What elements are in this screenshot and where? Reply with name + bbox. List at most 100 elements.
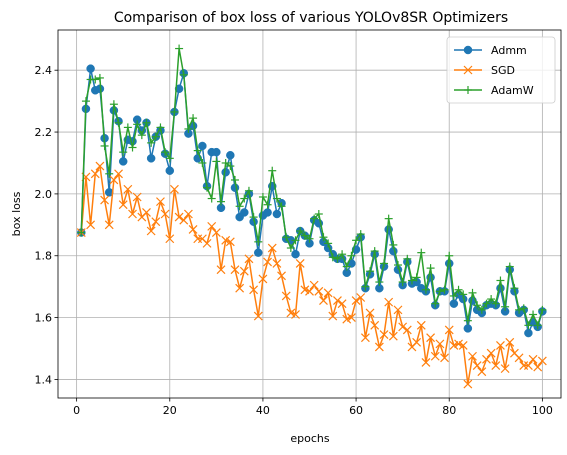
data-point-sgd [440, 353, 449, 363]
legend-box [446, 36, 556, 104]
data-point-adamw [198, 158, 207, 167]
data-point-sgd [230, 265, 240, 275]
data-point-adamw [356, 230, 365, 239]
data-point-sgd [458, 341, 468, 350]
data-point-sgd [379, 330, 389, 340]
plot-frame [57, 29, 562, 399]
data-point-sgd [202, 238, 212, 248]
legend-marker-sgd [463, 65, 473, 75]
legend-label-admm: Admm [491, 44, 527, 57]
data-point-sgd [295, 259, 305, 268]
data-point-adamw [333, 254, 342, 263]
x-tick-label: 40 [256, 404, 270, 417]
data-point-adamw [342, 262, 351, 271]
data-point-adamw [519, 304, 528, 313]
data-point-sgd [435, 339, 445, 349]
data-point-sgd [454, 339, 463, 349]
data-point-adamw [114, 118, 123, 127]
y-tick-label: 2.2 [35, 126, 53, 139]
data-point-sgd [430, 351, 440, 361]
data-point-sgd [402, 325, 412, 335]
legend-marker-adamw [464, 86, 472, 94]
data-point-adamw [212, 157, 221, 166]
x-tick-label: 0 [73, 404, 80, 417]
data-point-adamw [207, 194, 216, 203]
data-point-sgd [132, 192, 142, 202]
data-point-adamw [235, 202, 244, 211]
data-point-adamw [501, 302, 510, 311]
data-point-admm [118, 157, 128, 166]
data-point-sgd [528, 354, 538, 364]
data-point-adamw [482, 299, 491, 308]
data-point-adamw [380, 259, 389, 268]
data-point-sgd [100, 195, 109, 205]
data-point-adamw [366, 267, 375, 276]
data-point-adamw [291, 236, 300, 245]
data-point-sgd [216, 265, 226, 275]
data-point-adamw [226, 162, 235, 171]
data-point-adamw [477, 305, 486, 314]
data-point-sgd [253, 311, 263, 321]
data-point-adamw [179, 70, 188, 79]
data-point-admm [230, 183, 240, 192]
y-axis-label: box loss [10, 191, 23, 236]
chart-title: Comparison of box loss of various YOLOv8… [114, 10, 508, 26]
data-point-adamw [77, 228, 86, 237]
data-point-admm [263, 208, 272, 217]
data-point-adamw [449, 291, 458, 300]
data-point-admm [240, 208, 249, 217]
legend-label-adamw: AdamW [491, 84, 534, 97]
data-point-adamw [296, 227, 305, 236]
data-point-adamw [189, 114, 198, 123]
data-point-sgd [426, 333, 436, 343]
data-point-sgd [449, 341, 459, 350]
data-point-sgd [514, 353, 524, 363]
data-point-sgd [104, 220, 114, 230]
data-point-sgd [118, 200, 128, 210]
data-point-sgd [384, 297, 394, 307]
data-point-sgd [388, 331, 398, 341]
data-point-adamw [286, 244, 295, 253]
data-point-adamw [533, 321, 542, 330]
data-point-sgd [505, 337, 515, 347]
data-point-admm [449, 299, 459, 308]
data-point-sgd [412, 337, 422, 347]
data-point-adamw [314, 210, 323, 218]
data-point-admm [212, 147, 221, 157]
data-point-adamw [268, 166, 277, 175]
data-point-sgd [281, 291, 291, 301]
data-point-sgd [333, 296, 342, 306]
data-point-adamw [142, 118, 151, 127]
data-point-sgd [398, 322, 408, 332]
data-point-sgd [114, 169, 123, 179]
data-point-sgd [95, 161, 105, 171]
data-point-admm [254, 248, 263, 257]
legend: Admm SGD AdamW [446, 36, 556, 104]
data-point-admm [174, 84, 184, 94]
data-point-adamw [393, 261, 402, 270]
data-point-adamw [435, 287, 444, 296]
data-point-adamw [123, 123, 132, 132]
data-point-adamw [524, 321, 533, 330]
data-point-sgd [468, 351, 477, 361]
data-point-sgd [170, 184, 179, 194]
data-point-sgd [314, 286, 324, 296]
data-point-adamw [240, 194, 249, 203]
data-point-sgd [393, 305, 403, 315]
data-point-sgd [351, 296, 361, 306]
data-point-sgd [472, 361, 482, 370]
data-point-sgd [360, 333, 370, 343]
data-point-sgd [179, 215, 189, 225]
data-point-sgd [90, 169, 100, 179]
data-point-sgd [235, 283, 245, 293]
data-point-sgd [188, 225, 198, 234]
data-point-sgd [272, 259, 282, 268]
data-point-sgd [207, 221, 217, 231]
y-tick-label: 1.8 [35, 250, 53, 263]
data-point-adamw [496, 276, 505, 285]
data-point-adamw [119, 148, 128, 157]
data-point-adamw [137, 131, 146, 140]
data-point-admm [463, 324, 473, 333]
data-point-adamw [91, 75, 100, 84]
